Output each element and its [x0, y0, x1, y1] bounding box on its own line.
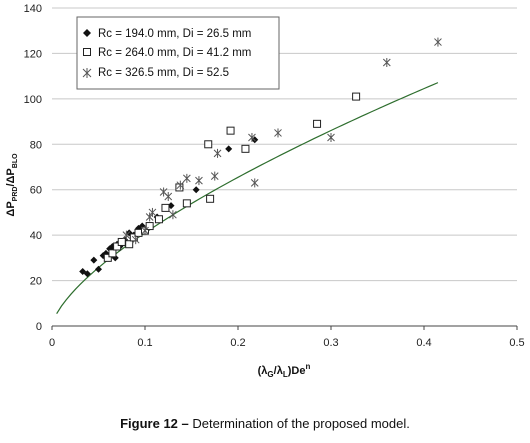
- legend-label-2: Rc = 264.0 mm, Di = 41.2 mm: [98, 47, 251, 59]
- x-tick-label: 0.2: [230, 337, 245, 349]
- point-square: [352, 92, 361, 101]
- point-asterisk: [327, 132, 335, 142]
- fit-curve-line: [56, 82, 439, 314]
- point-asterisk: [131, 235, 140, 245]
- x-tick-label: 0.4: [416, 337, 431, 349]
- point-square: [175, 183, 184, 192]
- point-square: [161, 203, 170, 212]
- point-square: [313, 119, 322, 128]
- point-square: [182, 199, 191, 208]
- x-tick-label: 0.3: [323, 337, 338, 349]
- caption-text: Determination of the proposed model.: [188, 416, 410, 431]
- x-axis-title-sup: n: [305, 362, 310, 371]
- point-asterisk: [210, 171, 219, 181]
- point-asterisk: [141, 226, 149, 236]
- point-asterisk: [250, 178, 259, 188]
- point-square: [113, 242, 122, 251]
- y-tick-label: 140: [24, 3, 42, 15]
- point-asterisk: [159, 187, 168, 197]
- x-axis-title-mid: /λ: [274, 365, 283, 377]
- y-tick-labels: 0 20 40 60 80 100 120 140: [24, 3, 42, 333]
- point-diamond: [225, 145, 233, 153]
- point-square: [145, 222, 154, 231]
- y-axis-title-sub1: PRD: [12, 187, 19, 202]
- point-square: [117, 237, 126, 246]
- series-3: [122, 37, 442, 245]
- legend-item-3: Rc = 326.5 mm, Di = 52.5: [82, 67, 229, 79]
- y-tick-label: 60: [30, 185, 42, 197]
- legend-marker-asterisk: [82, 68, 92, 78]
- y-tick-label: 100: [24, 94, 42, 106]
- point-asterisk: [148, 207, 157, 217]
- legend-marker-diamond: [83, 29, 91, 37]
- x-tick-label: 0: [49, 337, 55, 349]
- series-2: [103, 92, 361, 262]
- legend-marker-square: [83, 48, 91, 56]
- legend: Rc = 194.0 mm, Di = 26.5 mm Rc = 264.0 m…: [76, 16, 280, 90]
- point-asterisk: [182, 173, 191, 183]
- y-axis-title-sub2: BLO: [12, 153, 19, 168]
- y-axis-title: ΔPPRD/ΔPBLO: [5, 153, 19, 217]
- point-diamond: [192, 186, 200, 194]
- x-tick-label: 0.1: [137, 337, 152, 349]
- point-square: [108, 249, 117, 258]
- y-tick-label: 0: [36, 321, 42, 333]
- x-axis-title-sub2: L: [283, 370, 288, 379]
- point-diamond: [90, 256, 98, 264]
- point-square: [103, 253, 112, 262]
- legend-item-1: Rc = 194.0 mm, Di = 26.5 mm: [83, 28, 251, 40]
- y-tick-label: 80: [30, 139, 42, 151]
- caption-label: Figure 12 –: [120, 416, 189, 431]
- point-square: [154, 215, 163, 224]
- y-tick-label: 20: [30, 276, 42, 288]
- figure-caption: Figure 12 – Determination of the propose…: [0, 416, 530, 431]
- point-diamond: [83, 270, 91, 278]
- point-asterisk: [382, 58, 391, 68]
- x-axis-title-sub1: G: [267, 370, 273, 379]
- y-axis-title-p1: ΔP: [5, 201, 17, 216]
- point-square: [204, 140, 213, 149]
- point-square: [226, 126, 235, 135]
- axes: [51, 325, 518, 330]
- point-diamond: [95, 265, 102, 273]
- fit-curve: [56, 82, 439, 314]
- point-square: [241, 144, 250, 153]
- point-asterisk: [213, 148, 222, 158]
- point-square: [125, 240, 134, 249]
- point-asterisk: [122, 230, 131, 240]
- legend-label-1: Rc = 194.0 mm, Di = 26.5 mm: [98, 28, 251, 40]
- x-tick-labels: 0 0.1 0.2 0.3 0.4 0.5: [49, 337, 525, 349]
- x-axis-title-end: )De: [288, 365, 306, 377]
- point-asterisk: [434, 37, 442, 47]
- point-diamond: [102, 249, 110, 257]
- point-asterisk: [274, 128, 282, 138]
- point-asterisk: [176, 180, 185, 190]
- legend-item-2: Rc = 264.0 mm, Di = 41.2 mm: [83, 47, 251, 59]
- point-asterisk: [164, 192, 173, 202]
- x-axis-title: (λG/λL)Den: [258, 362, 311, 379]
- legend-label-3: Rc = 326.5 mm, Di = 52.5: [98, 67, 229, 79]
- point-square: [206, 194, 215, 203]
- point-asterisk: [248, 132, 256, 142]
- point-asterisk: [169, 210, 177, 220]
- y-axis-title-p2: /ΔP: [5, 168, 17, 186]
- data-points: [79, 37, 442, 278]
- x-tick-label: 0.5: [509, 337, 524, 349]
- y-tick-label: 120: [24, 48, 42, 60]
- legend-box: [76, 16, 280, 90]
- y-tick-label: 40: [30, 230, 42, 242]
- x-axis-title-main: (λ: [258, 365, 268, 377]
- point-asterisk: [195, 176, 203, 186]
